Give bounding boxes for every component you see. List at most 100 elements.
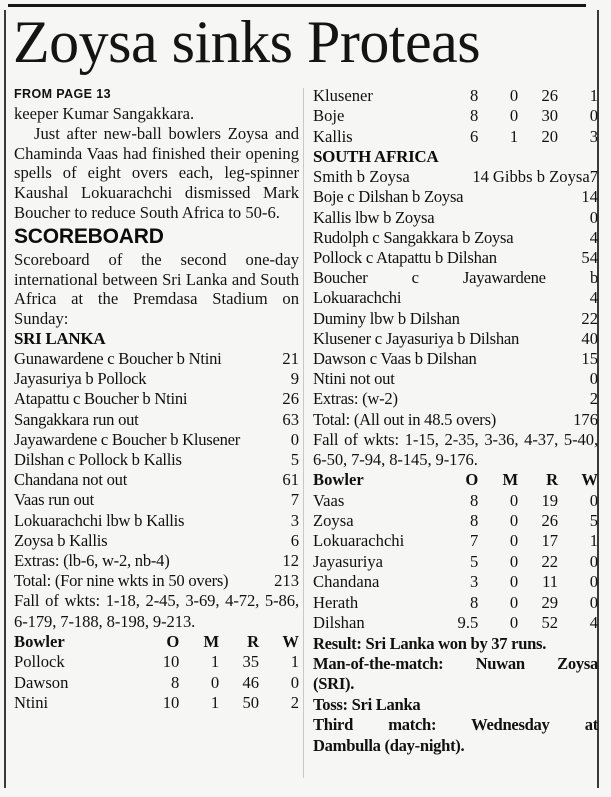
bowler-name: Lokuarachchi: [313, 531, 405, 551]
batsman-score: 14: [581, 187, 598, 207]
bowler-name: Dawson: [14, 672, 69, 692]
next-match-line1: Third match: Wednesday at: [313, 715, 598, 735]
batsman-score: 6: [290, 530, 299, 550]
bowler-runs: 11: [542, 572, 559, 592]
bowler-wickets: 5: [589, 511, 598, 531]
fall-of-wickets-south-africa: Fall of wkts: 1-15, 2-35, 3-36, 4-37, 5-…: [313, 429, 598, 470]
bowler-name: Jayasuriya: [313, 551, 384, 571]
match-summary-block: Result: Sri Lanka won by 37 runs. Man-of…: [313, 634, 598, 756]
batting-row: Sangakkara run out 63: [14, 410, 299, 430]
col-header-wickets: W: [581, 470, 598, 490]
col-header-wickets: W: [282, 631, 299, 651]
bowler-maidens: 0: [509, 531, 519, 551]
bowler-wickets: 1: [589, 86, 598, 105]
batsman-dismissal: Jayasuriya b Pollock: [14, 369, 147, 389]
scoreboard-intro: Scoreboard of the second one-day interna…: [14, 249, 299, 329]
bowler-overs: 8: [171, 672, 180, 692]
bowler-overs: 9.5: [457, 613, 479, 633]
man-of-the-match-line2: (SRI).: [313, 674, 355, 694]
batsman-dismissal: Dawson c Vaas b Dilshan: [313, 349, 477, 369]
bowler-maidens: 0: [509, 551, 519, 571]
batsman-score: 4: [589, 227, 598, 247]
bowler-wickets: 0: [589, 490, 598, 510]
table-row: Ntini 10 1 50 2: [14, 693, 299, 713]
bowler-maidens: 1: [210, 693, 220, 713]
bowler-overs: 10: [162, 693, 180, 713]
bowler-wickets: 0: [589, 572, 598, 592]
bowler-maidens: 0: [509, 613, 519, 633]
bowler-wickets: 0: [290, 672, 299, 692]
bowler-wickets: 0: [589, 592, 598, 612]
batting-row: Klusener c Jayasuriya b Dilshan 40: [313, 329, 598, 349]
bowler-maidens: 0: [509, 511, 519, 531]
sri-lanka-batting-list: Gunawardene c Boucher b Ntini 21 Jayasuri…: [14, 349, 299, 591]
col-header-bowler: Bowler: [313, 470, 364, 490]
bowler-overs: 3: [470, 572, 479, 592]
bowler-overs: 8: [470, 511, 479, 531]
bowler-name: Klusener: [313, 86, 373, 105]
bowler-name: Kallis: [313, 126, 353, 146]
table-header-row: Bowler O M R W: [14, 632, 299, 652]
left-column: FROM PAGE 13 keeper Kumar Sangakkara. Ju…: [14, 86, 299, 713]
right-column: Klusener 8 0 26 1 Boje 8 0 30 0 Kallis 6…: [313, 86, 598, 756]
table-row: Jayasuriya 5 0 22 0: [313, 552, 598, 572]
batting-row: Atapattu c Boucher b Ntini 26: [14, 389, 299, 409]
left-border-rule: [4, 10, 6, 788]
table-header-row: Bowler O M R W: [313, 470, 598, 490]
bowler-maidens: 0: [509, 86, 519, 105]
batting-row: Chandana not out 61: [14, 470, 299, 490]
table-row: Lokuarachchi 7 0 17 1: [313, 531, 598, 551]
batsman-dismissal: Kallis lbw b Zoysa: [313, 207, 435, 227]
batsman-dismissal: Klusener c Jayasuriya b Dilshan: [313, 328, 520, 348]
lede-paragraph: keeper Kumar Sangakkara.: [14, 104, 195, 123]
bowler-name: Dilshan: [313, 613, 365, 633]
batting-row: Pollock c Atapattu b Dilshan 54: [313, 248, 598, 268]
from-page-kicker: FROM PAGE 13: [14, 87, 111, 101]
col-header-maidens: M: [203, 631, 220, 651]
total-label: Total: (All out in 48.5 overs): [313, 409, 497, 429]
batting-row: Zoysa b Kallis 6: [14, 531, 299, 551]
table-row: Klusener 8 0 26 1: [313, 86, 598, 106]
bowler-overs: 7: [470, 531, 479, 551]
batsman-dismissal: Smith b Zoysa: [313, 167, 410, 187]
table-row: Chandana 3 0 11 0: [313, 572, 598, 592]
bowler-name: Herath: [313, 592, 359, 612]
toss-result: Toss: Sri Lanka: [313, 694, 421, 714]
team-heading-south-africa: SOUTH AFRICA: [313, 147, 439, 167]
batsman-score: 9: [290, 369, 299, 389]
article-headline: Zoysa sinks Proteas: [13, 9, 481, 75]
team-heading-sri-lanka: SRI LANKA: [14, 328, 106, 348]
body-paragraph-2: Just after new-ball bowlers Zoysa and Ch…: [14, 123, 299, 222]
extras-row: Extras: (lb-6, w-2, nb-4) 12: [14, 551, 299, 571]
bowler-runs: 22: [541, 551, 559, 571]
bowler-wickets: 2: [290, 693, 299, 713]
batsman-dismissal: Pollock c Atapattu b Dilshan: [313, 248, 497, 268]
batsman-dismissal: Atapattu c Boucher b Ntini: [14, 389, 188, 409]
column-divider-rule: [303, 88, 304, 778]
batsman-score: 15: [581, 349, 598, 369]
extras-label: Extras: (w-2): [313, 389, 398, 409]
col-header-runs: R: [247, 631, 260, 651]
bowler-name: Ntini: [14, 693, 49, 713]
batsman-dismissal-wrapped: Boucher c Jayawardene b: [313, 268, 598, 288]
bowling-table-south-africa-continued: Klusener 8 0 26 1 Boje 8 0 30 0 Kallis 6…: [313, 86, 598, 147]
bowler-maidens: 0: [509, 106, 519, 126]
bowler-runs: 46: [242, 672, 260, 692]
batsman-dismissal: Vaas run out: [14, 490, 94, 510]
table-row: Pollock 10 1 35 1: [14, 652, 299, 672]
batting-row: Rudolph c Sangakkara b Zoysa 4: [313, 228, 598, 248]
bowler-overs: 8: [470, 86, 479, 105]
extras-label: Extras: (lb-6, w-2, nb-4): [14, 551, 170, 570]
bowler-wickets: 3: [589, 126, 598, 146]
batting-row: Lokuarachchi lbw b Kallis 3: [14, 511, 299, 531]
batting-row: Vaas run out 7: [14, 490, 299, 510]
batsman-dismissal: Zoysa b Kallis: [14, 530, 108, 550]
table-row: Zoysa 8 0 26 5: [313, 511, 598, 531]
bowler-name: Chandana: [313, 572, 380, 592]
batsman-dismissal: Duminy lbw b Dilshan: [313, 308, 460, 328]
man-of-the-match-line1: Man-of-the-match: Nuwan Zoysa: [313, 653, 598, 673]
bowler-overs: 10: [162, 652, 180, 672]
bowler-wickets: 1: [290, 652, 299, 672]
batting-row: Boje c Dilshan b Zoysa 14: [313, 187, 598, 207]
match-result: Result: Sri Lanka won by 37 runs.: [313, 633, 547, 653]
